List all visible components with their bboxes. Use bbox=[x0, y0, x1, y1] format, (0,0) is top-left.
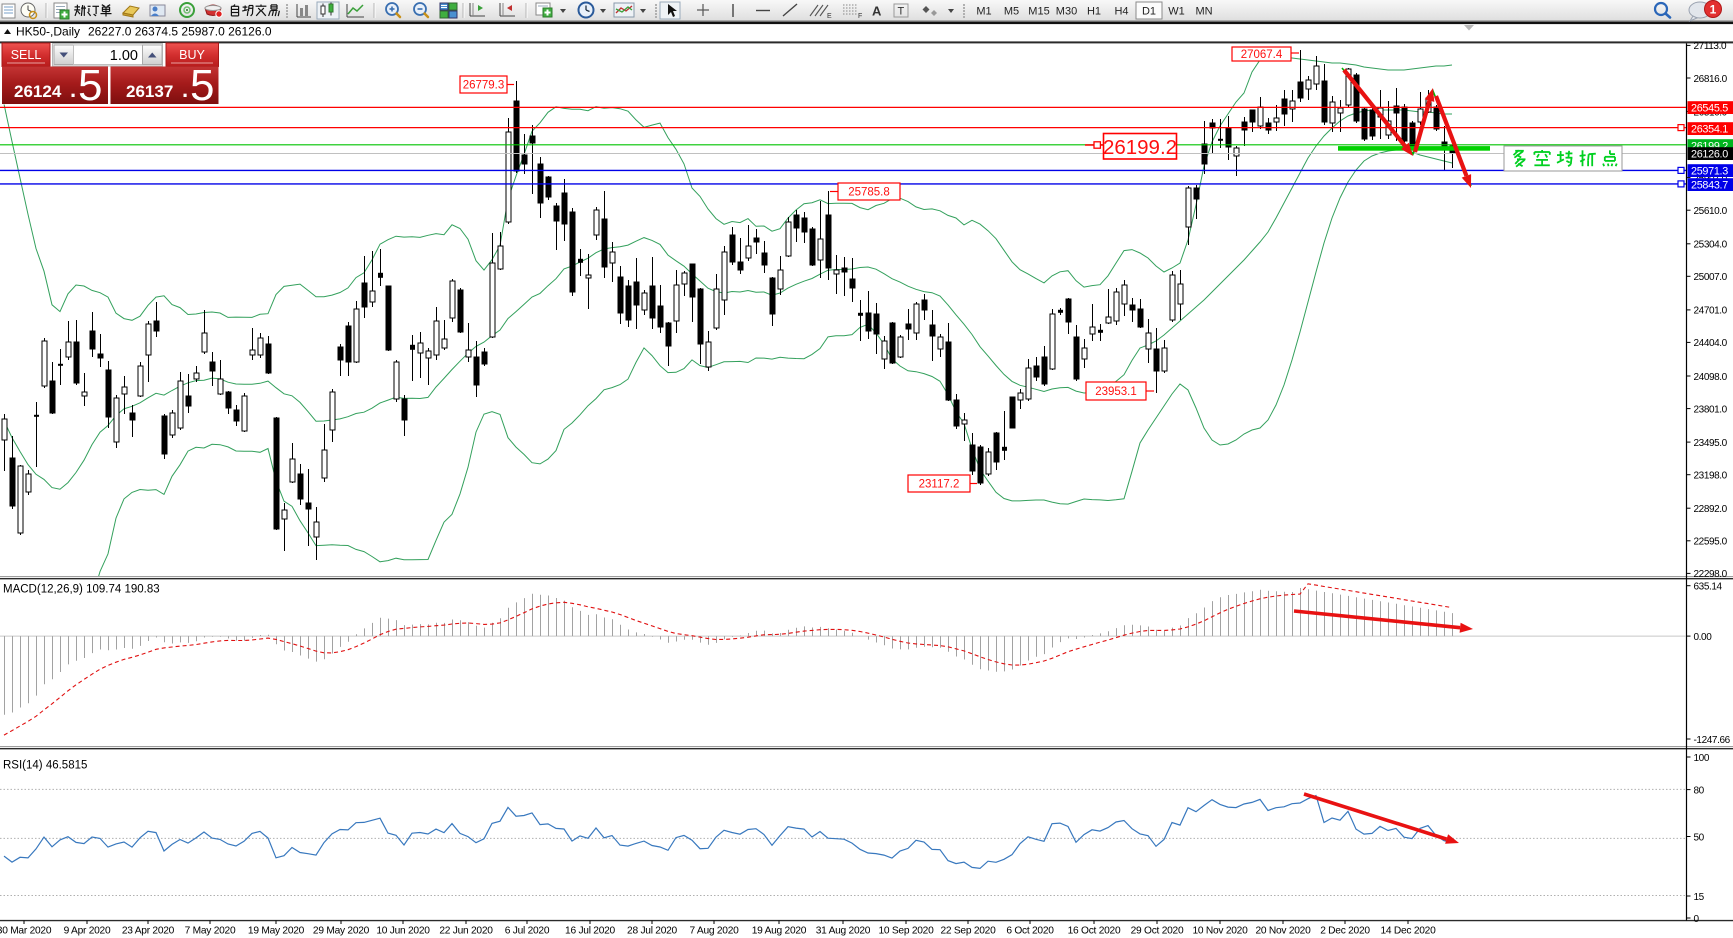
svg-text:635.14: 635.14 bbox=[1694, 582, 1723, 593]
svg-text:.: . bbox=[182, 77, 188, 102]
svg-text:23495.0: 23495.0 bbox=[1694, 438, 1728, 449]
svg-text:BUY: BUY bbox=[179, 48, 205, 62]
svg-text:25007.0: 25007.0 bbox=[1694, 272, 1728, 283]
svg-text:23198.0: 23198.0 bbox=[1694, 471, 1728, 482]
svg-text:29 Oct 2020: 29 Oct 2020 bbox=[1131, 926, 1184, 937]
svg-text:50: 50 bbox=[1694, 832, 1705, 843]
svg-text:22 Sep 2020: 22 Sep 2020 bbox=[940, 926, 996, 937]
svg-text:10 Jun 2020: 10 Jun 2020 bbox=[376, 926, 430, 937]
svg-text:26816.0: 26816.0 bbox=[1694, 74, 1728, 85]
svg-text:A: A bbox=[872, 4, 882, 19]
svg-text:9 Apr 2020: 9 Apr 2020 bbox=[64, 926, 111, 937]
svg-text:19 Aug 2020: 19 Aug 2020 bbox=[752, 926, 807, 937]
svg-text:T: T bbox=[898, 6, 905, 18]
svg-text:27113.0: 27113.0 bbox=[1694, 41, 1727, 52]
svg-text:1.00: 1.00 bbox=[110, 48, 138, 64]
svg-text:MN: MN bbox=[1195, 6, 1212, 18]
svg-text:30 Mar 2020: 30 Mar 2020 bbox=[0, 926, 52, 937]
svg-text:26545.5: 26545.5 bbox=[1691, 103, 1728, 115]
svg-text:.: . bbox=[70, 77, 76, 102]
svg-text:M15: M15 bbox=[1028, 6, 1049, 18]
svg-text:23953.1: 23953.1 bbox=[1095, 386, 1137, 398]
svg-text:26124: 26124 bbox=[14, 82, 62, 101]
svg-text:24701.0: 24701.0 bbox=[1694, 306, 1728, 317]
svg-text:80: 80 bbox=[1694, 785, 1705, 796]
svg-text:10 Sep 2020: 10 Sep 2020 bbox=[878, 926, 934, 937]
svg-text:22 Jun 2020: 22 Jun 2020 bbox=[439, 926, 493, 937]
svg-text:1: 1 bbox=[1710, 3, 1717, 17]
svg-text:19 May 2020: 19 May 2020 bbox=[248, 926, 305, 937]
svg-text:RSI(14) 46.5815: RSI(14) 46.5815 bbox=[3, 760, 87, 772]
svg-text:M5: M5 bbox=[1004, 6, 1019, 18]
svg-text:7 Aug 2020: 7 Aug 2020 bbox=[689, 926, 739, 937]
svg-text:5: 5 bbox=[78, 61, 102, 110]
svg-text:22892.0: 22892.0 bbox=[1694, 504, 1728, 515]
svg-text:-1247.66: -1247.66 bbox=[1694, 735, 1731, 746]
svg-text:M1: M1 bbox=[976, 6, 991, 18]
svg-text:23117.2: 23117.2 bbox=[919, 479, 960, 491]
svg-text:22298.0: 22298.0 bbox=[1694, 569, 1728, 580]
svg-text:14 Dec 2020: 14 Dec 2020 bbox=[1380, 926, 1436, 937]
svg-text:25843.7: 25843.7 bbox=[1691, 180, 1728, 192]
svg-text:26227.0 26374.5 25987.0 26126.: 26227.0 26374.5 25987.0 26126.0 bbox=[88, 25, 272, 39]
svg-text:25971.3: 25971.3 bbox=[1691, 166, 1728, 178]
svg-text:E: E bbox=[827, 13, 832, 20]
svg-text:23 Apr 2020: 23 Apr 2020 bbox=[122, 926, 175, 937]
svg-text:D1: D1 bbox=[1142, 6, 1156, 18]
svg-text:26137: 26137 bbox=[126, 82, 173, 101]
svg-text:24404.0: 24404.0 bbox=[1694, 338, 1728, 349]
svg-text:H4: H4 bbox=[1114, 6, 1128, 18]
svg-text:29 May 2020: 29 May 2020 bbox=[313, 926, 370, 937]
svg-text:5: 5 bbox=[190, 61, 214, 110]
svg-text:0.00: 0.00 bbox=[1694, 632, 1713, 643]
svg-text:H1: H1 bbox=[1087, 6, 1101, 18]
svg-text:25304.0: 25304.0 bbox=[1694, 240, 1728, 251]
svg-text:25610.0: 25610.0 bbox=[1694, 206, 1728, 217]
svg-text:SELL: SELL bbox=[11, 48, 42, 62]
svg-text:7 May 2020: 7 May 2020 bbox=[185, 926, 236, 937]
svg-text:22595.0: 22595.0 bbox=[1694, 537, 1728, 548]
svg-text:31 Aug 2020: 31 Aug 2020 bbox=[816, 926, 871, 937]
svg-text:26126.0: 26126.0 bbox=[1691, 149, 1728, 161]
svg-text:W1: W1 bbox=[1168, 6, 1185, 18]
svg-text:23801.0: 23801.0 bbox=[1694, 404, 1728, 415]
svg-text:6 Jul 2020: 6 Jul 2020 bbox=[505, 926, 550, 937]
svg-text:16 Oct 2020: 16 Oct 2020 bbox=[1068, 926, 1121, 937]
svg-text:26354.1: 26354.1 bbox=[1691, 124, 1728, 136]
svg-text:20 Nov 2020: 20 Nov 2020 bbox=[1255, 926, 1311, 937]
svg-text:28 Jul 2020: 28 Jul 2020 bbox=[627, 926, 678, 937]
svg-text:HK50-,Daily: HK50-,Daily bbox=[16, 25, 80, 39]
svg-text:27067.4: 27067.4 bbox=[1241, 49, 1283, 61]
svg-text:M30: M30 bbox=[1056, 6, 1077, 18]
svg-text:10 Nov 2020: 10 Nov 2020 bbox=[1192, 926, 1248, 937]
svg-text:26779.3: 26779.3 bbox=[463, 80, 505, 92]
svg-text:100: 100 bbox=[1694, 753, 1710, 764]
svg-text:MACD(12,26,9) 109.74 190.83: MACD(12,26,9) 109.74 190.83 bbox=[3, 584, 160, 596]
svg-text:6 Oct 2020: 6 Oct 2020 bbox=[1006, 926, 1054, 937]
svg-text:26199.2: 26199.2 bbox=[1103, 136, 1177, 159]
svg-text:25785.8: 25785.8 bbox=[848, 187, 890, 199]
svg-text:F: F bbox=[858, 13, 862, 20]
svg-text:15: 15 bbox=[1694, 892, 1705, 903]
svg-text:2 Dec 2020: 2 Dec 2020 bbox=[1320, 926, 1370, 937]
svg-text:0: 0 bbox=[1694, 914, 1700, 925]
svg-text:16 Jul 2020: 16 Jul 2020 bbox=[565, 926, 616, 937]
svg-text:24098.0: 24098.0 bbox=[1694, 372, 1728, 383]
